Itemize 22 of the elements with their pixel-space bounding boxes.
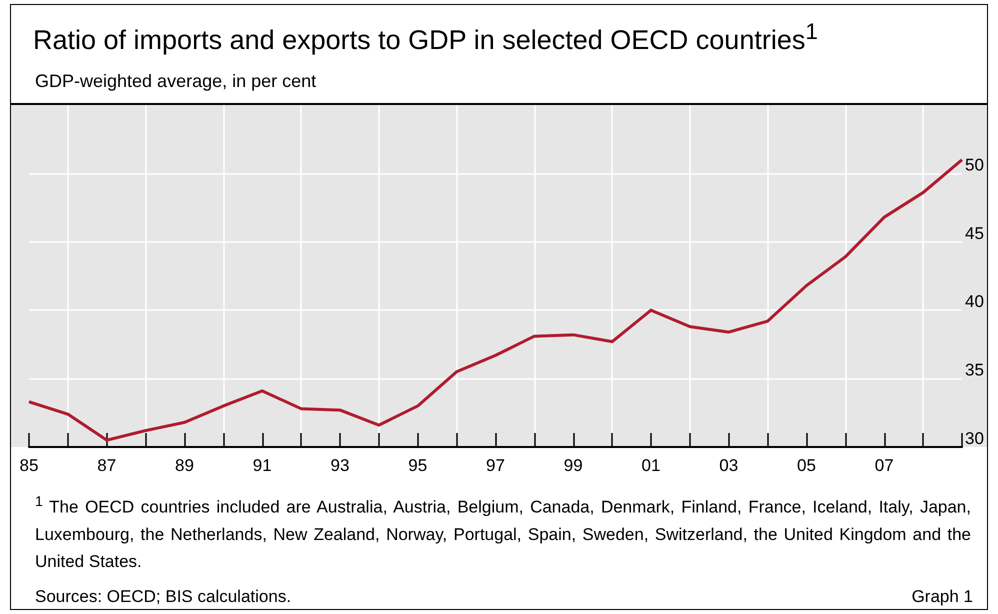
y-tick-label: 45 bbox=[965, 224, 984, 243]
x-tick-label: 97 bbox=[486, 456, 505, 475]
x-tick-label: 91 bbox=[252, 456, 272, 475]
x-tick-label: 95 bbox=[408, 456, 428, 475]
y-tick-label: 40 bbox=[965, 292, 984, 312]
source-note: Sources: OECD; BIS calculations. bbox=[35, 587, 292, 607]
text: $^{1}$ The OECD countries included are Australia, Austria, Belgium, Canada, Denmark, Finland, France, Iceland, Italy, Japan, Luxembourg, the Netherlands, New Zealand, Norway, Portugal, Spain, Sweden, Switzerland, the United Kingdom and the United States. bbox=[35, 493, 971, 573]
y-tick-label: 30 bbox=[965, 429, 984, 448]
chart-title: Ratio of imports and exports to GDP in selected OECD countries$^{1}$ bbox=[33, 19, 818, 56]
x-tick-label: 89 bbox=[175, 456, 194, 475]
x-tick-label: 93 bbox=[330, 456, 350, 475]
x-tick-label: 85 bbox=[20, 456, 38, 475]
y-tick-label: 50 bbox=[965, 155, 984, 174]
x-tick-label: 07 bbox=[874, 456, 894, 475]
x-tick-label: 05 bbox=[797, 456, 816, 475]
x-tick-label: 99 bbox=[564, 456, 583, 475]
x-tick-label: 01 bbox=[642, 456, 660, 475]
caption: Graph 1 bbox=[912, 587, 973, 607]
y-tick-label: 35 bbox=[965, 360, 984, 380]
chart-subtitle: GDP-weighted average, in per cent bbox=[35, 71, 316, 92]
x-tick-label: 03 bbox=[719, 456, 738, 475]
x-tick-label: 87 bbox=[97, 456, 116, 475]
